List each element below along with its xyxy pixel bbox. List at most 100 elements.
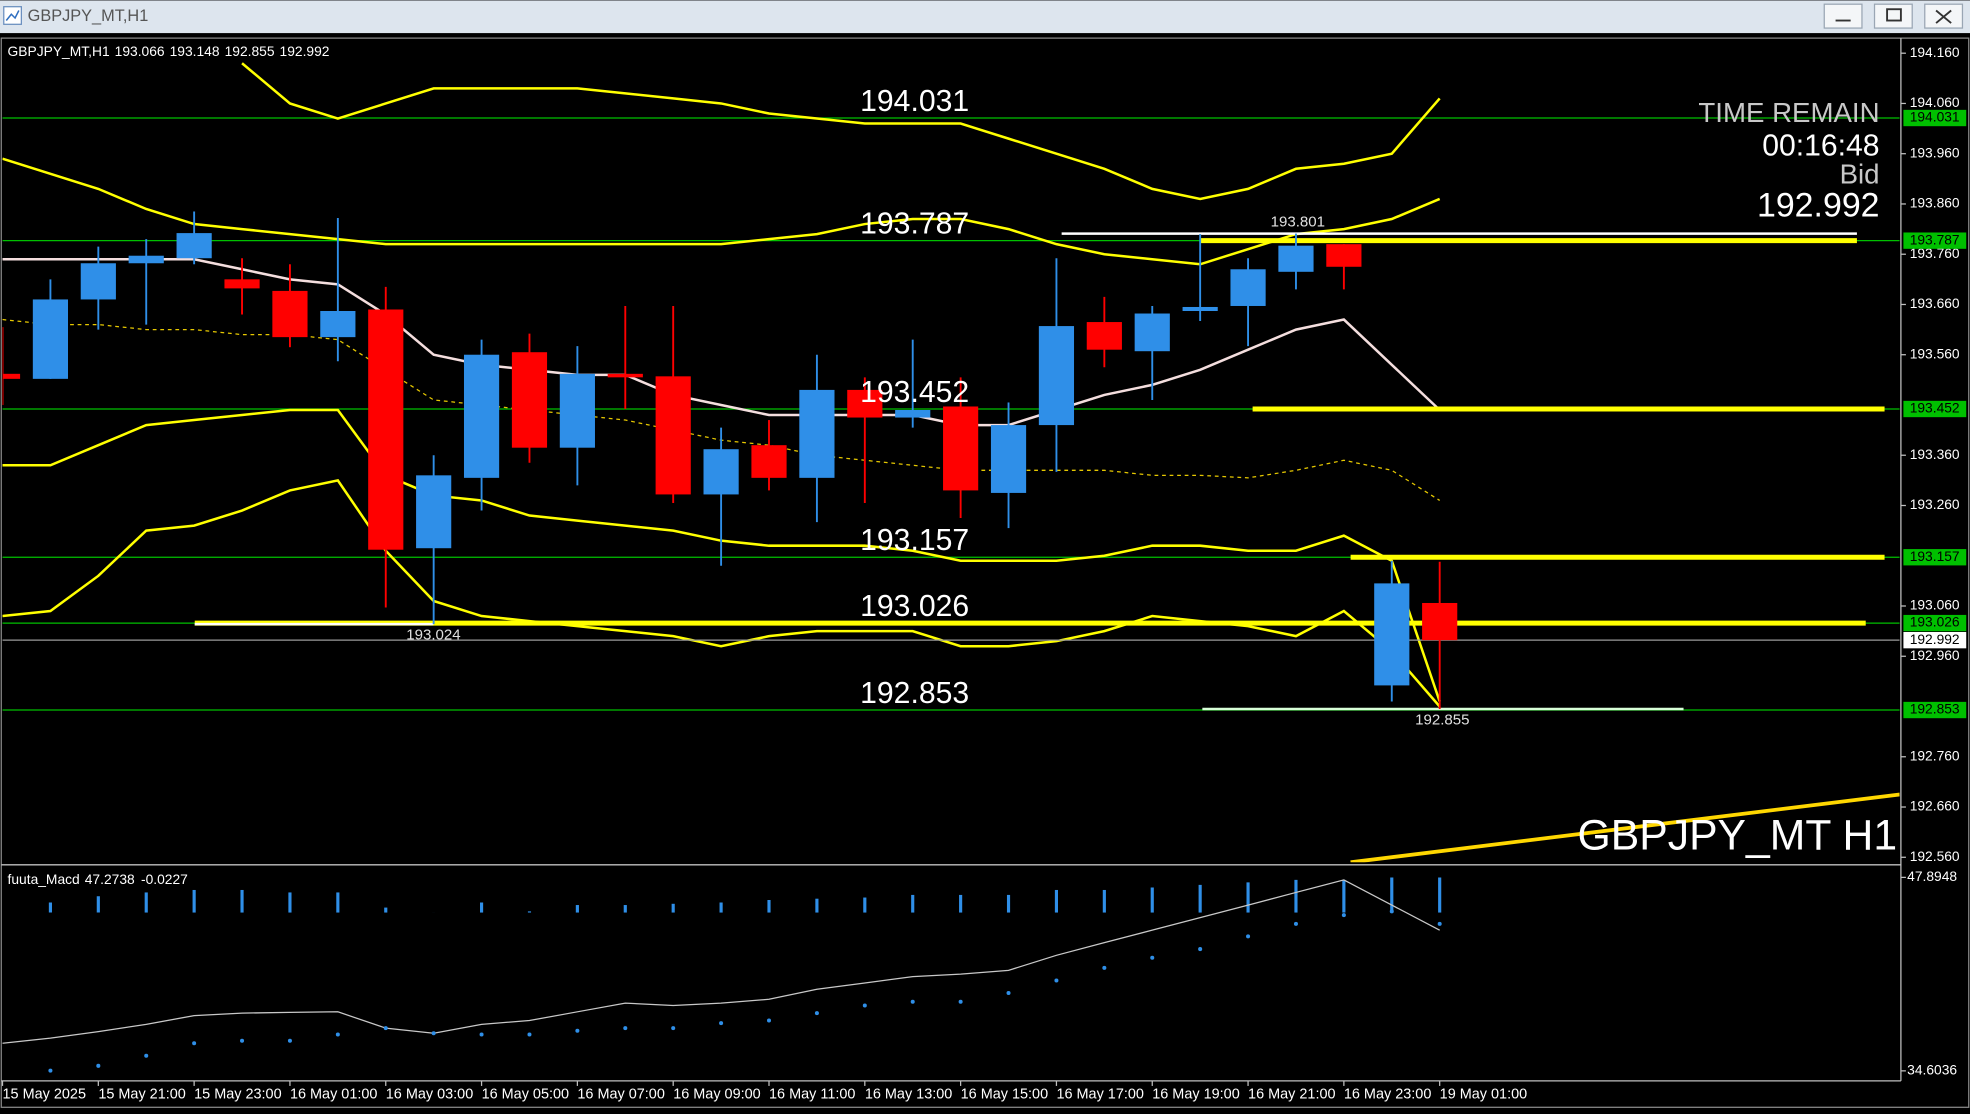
y-tick-label: 193.060 <box>1910 597 1960 613</box>
x-tick-label: 16 May 17:00 <box>1056 1087 1144 1103</box>
x-tick-label: 16 May 01:00 <box>290 1087 378 1103</box>
y-tick-label: 194.060 <box>1910 94 1960 110</box>
macd-signal-dot <box>1006 991 1011 996</box>
macd-signal-dot <box>144 1053 149 1058</box>
macd-signal-dot <box>335 1032 340 1037</box>
y-tick-label: 192.660 <box>1910 798 1960 814</box>
macd-signal-dot <box>575 1028 580 1033</box>
macd-signal-dot <box>910 999 915 1004</box>
macd-signal-dot <box>671 1026 676 1031</box>
watermark: GBPJPY_MT H1 <box>1578 812 1898 860</box>
macd-signal-dot <box>814 1011 819 1016</box>
x-tick-label: 16 May 19:00 <box>1152 1087 1240 1103</box>
level-axis-label: 193.026 <box>1910 614 1960 630</box>
x-tick-label: 16 May 07:00 <box>577 1087 665 1103</box>
timer-title: TIME REMAIN <box>1698 97 1879 128</box>
x-tick-label: 15 May 21:00 <box>98 1087 185 1103</box>
macd-y-tick-label: 34.6036 <box>1907 1062 1957 1078</box>
macd-signal-dot <box>1054 978 1059 983</box>
y-tick-label: 192.760 <box>1910 747 1960 763</box>
candle-body <box>176 233 212 259</box>
macd-signal-dot <box>1293 921 1298 926</box>
macd-signal-dot <box>623 1026 628 1031</box>
macd-signal-value: -0.0227 <box>141 871 188 887</box>
minimize-button[interactable] <box>1823 3 1863 29</box>
window-icon-graph <box>5 10 20 21</box>
level-axis-box <box>1903 400 1967 418</box>
y-tick-label: 194.160 <box>1910 44 1960 60</box>
candle-body <box>80 263 116 300</box>
x-tick-label: 16 May 09:00 <box>673 1087 761 1103</box>
candle-body <box>799 389 835 478</box>
title-bar <box>0 0 1970 34</box>
macd-signal-dot <box>1341 913 1346 918</box>
level-axis-label: 193.452 <box>1910 400 1960 416</box>
y-tick-label: 192.560 <box>1910 848 1960 864</box>
chart-frame <box>0 37 1970 1108</box>
macd-signal-dot <box>479 1032 484 1037</box>
window-buttons <box>1823 3 1964 29</box>
candle-body <box>751 445 787 478</box>
level-label: 193.157 <box>860 524 969 557</box>
macd-signal-dot <box>96 1063 101 1068</box>
info-low: 192.855 <box>225 43 275 59</box>
info-open: 193.066 <box>115 43 165 59</box>
candle-body <box>320 311 356 338</box>
candle-body <box>224 279 260 289</box>
macd-signal-dot <box>383 1026 388 1031</box>
candle-body <box>990 425 1027 493</box>
candle-body <box>559 373 595 448</box>
x-tick-label: 15 May 2025 <box>3 1087 86 1103</box>
macd-signal-dot <box>1246 934 1251 939</box>
candle-body <box>943 406 979 491</box>
info-line: GBPJPY_MT,H1 193.066 193.148 192.855 192.992 <box>8 43 330 59</box>
trendline <box>1350 792 1900 863</box>
level-axis-label: 194.031 <box>1910 109 1960 125</box>
candle-body <box>1086 322 1122 350</box>
y-tick-label: 193.960 <box>1910 144 1960 160</box>
candle-body <box>1374 583 1410 686</box>
candle-body <box>416 475 452 549</box>
level-axis-box <box>1903 614 1967 632</box>
macd-signal-dot <box>766 1018 772 1023</box>
y-tick-label: 193.660 <box>1910 295 1960 311</box>
restore-icon <box>1886 8 1902 22</box>
candle-body <box>1182 306 1218 312</box>
info-symbol: GBPJPY_MT,H1 <box>8 43 110 59</box>
y-tick-label: 193.260 <box>1910 496 1960 512</box>
timer-time: 00:16:48 <box>1762 129 1879 162</box>
indicator-line <box>241 62 1441 201</box>
candle-body <box>463 354 500 478</box>
macd-signal-dot <box>1102 965 1107 970</box>
candle-body <box>1230 269 1266 306</box>
candle-body <box>1422 602 1458 641</box>
restore-button[interactable] <box>1873 3 1913 29</box>
macd-signal-dot <box>192 1041 197 1046</box>
macd-signal-dot <box>1437 921 1442 926</box>
x-tick-label: 16 May 23:00 <box>1344 1087 1432 1103</box>
x-tick-label: 16 May 03:00 <box>386 1087 474 1103</box>
candle-body <box>1134 313 1170 352</box>
level-axis-box <box>1903 232 1967 249</box>
x-tick-label: 16 May 13:00 <box>865 1087 952 1103</box>
macd-signal-dot <box>719 1021 724 1026</box>
candle-body <box>607 373 643 378</box>
y-tick-label: 192.960 <box>1910 647 1960 663</box>
level-axis-label: 192.853 <box>1910 701 1960 717</box>
candle-body <box>2 373 21 379</box>
macd-y-tick-label: 47.8948 <box>1907 868 1957 884</box>
bid-axis-label: 192.992 <box>1910 631 1960 647</box>
macd-value: 47.2738 <box>85 871 135 887</box>
level-axis-box <box>1903 701 1967 719</box>
macd-signal-dot <box>1150 955 1155 960</box>
macd-signal-dot <box>958 999 963 1004</box>
x-tick-label: 16 May 05:00 <box>482 1087 570 1103</box>
level-axis-box <box>1903 549 1967 566</box>
level-label: 194.031 <box>860 85 969 118</box>
candle-body <box>1278 245 1314 272</box>
macd-header: fuuta_Macd 47.2738 -0.0227 <box>8 871 188 887</box>
macd-signal-dot <box>431 1031 436 1036</box>
timer-bid-price: 192.992 <box>1757 187 1880 225</box>
price-mark-label: 192.855 <box>1415 711 1469 728</box>
